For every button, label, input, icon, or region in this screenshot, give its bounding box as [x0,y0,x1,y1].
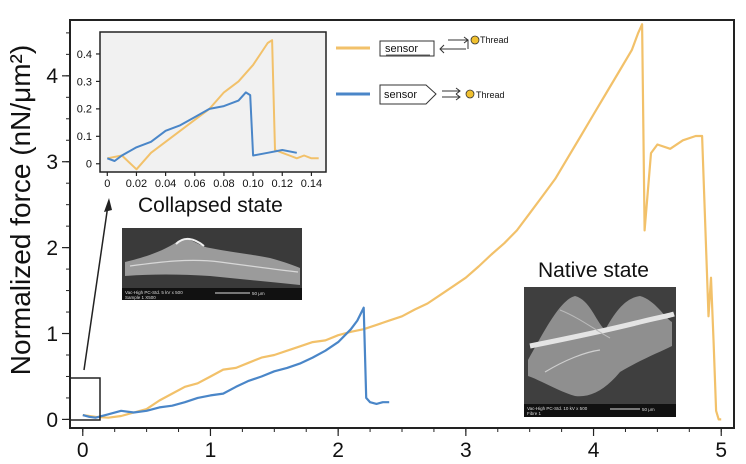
sem-image-native-state: Vac-High PC-Std. 10 kV x 500 Fibre 1 50 … [524,287,676,417]
legend: sensor Thread sensor Thread [336,35,509,105]
x-tick-label: 4 [588,439,600,462]
zoom-arrow [83,204,109,371]
sem-native-sample: Fibre 1 [527,411,542,416]
y-axis-title: Normalized force (nN/μm²) [5,45,36,375]
legend-row1-label: sensor [385,43,418,55]
y-tick-label: 0.1 [77,131,92,143]
x-tick-label: 2 [332,439,344,462]
x-tick-label: 0.12 [272,178,293,190]
series-line-1 [82,306,390,419]
x-tick-label: 0 [77,439,89,462]
x-tick-label: 0.10 [242,178,263,190]
inset-plot-frame [99,31,327,173]
x-tick-label: 0.08 [213,178,234,190]
thread-dot-icon [470,35,480,45]
x-tick-label: 0.06 [184,178,205,190]
series-line-0 [107,39,319,171]
x-tick-label: 0 [104,178,110,190]
main-chart: 0 1 2 3 4 5 0 1 2 3 4 [46,23,727,462]
legend-row1-target: Thread [480,35,509,45]
caption-native-state: Native state [538,259,649,282]
x-tick-label: 0.04 [155,178,176,190]
inset-chart: 0 0.02 0.04 0.06 0.08 0.10 0.12 0.14 0 0.1 0.2 0.3 0… [77,39,322,190]
x-tick-label: 1 [205,439,217,462]
sem-collapsed-scale: 50 μm [252,291,265,296]
sem-native-meta: Vac-High PC-Std. 10 kV x 500 [527,406,588,411]
y-tick-label: 0 [46,409,58,432]
thread-dot-icon [465,89,475,99]
y-tick-label: 0.2 [77,104,92,116]
y-tick-label: 0 [86,159,92,171]
y-tick-label: 4 [46,65,58,88]
y-tick-label: 0.3 [77,76,92,88]
x-tick-label: 3 [460,439,472,462]
zoom-arrow-head [104,198,112,212]
legend-sensor-shape-hook [379,84,437,105]
sem-collapsed-sample: Sample 1 X500 [125,295,156,300]
sem-native-scale: 50 μm [642,407,655,412]
sem-image-collapsed-state: Vac-High PC-Std. 5 kV x 500 Sample 1 X50… [122,228,302,300]
series-line-1 [106,91,297,162]
x-tick-label: 0.14 [301,178,322,190]
legend-row2-target: Thread [476,90,505,100]
legend-row2-label: sensor [384,89,417,101]
y-tick-label: 2 [46,237,58,260]
y-tick-label: 0.4 [77,49,92,61]
legend-sensor-shape-flat [379,40,435,57]
y-tick-label: 1 [46,323,58,346]
caption-collapsed-state: Collapsed state [138,194,283,217]
sem-collapsed-meta: Vac-High PC-Std. 5 kV x 500 [125,290,183,295]
x-tick-label: 5 [715,439,727,462]
y-tick-label: 3 [46,151,58,174]
zoom-region-box [69,377,101,421]
series-line-0 [82,23,722,421]
x-tick-label: 0.02 [126,178,147,190]
